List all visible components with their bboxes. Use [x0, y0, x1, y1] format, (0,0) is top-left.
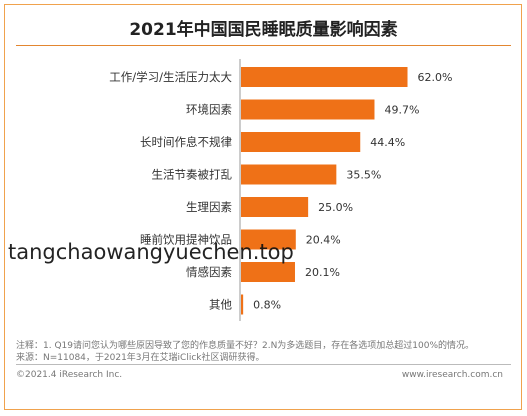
value-label: 20.1% — [305, 266, 340, 279]
value-label: 20.4% — [306, 234, 341, 247]
category-label: 生活节奏被打乱 — [152, 168, 233, 182]
bar-chart: 工作/学习/生活压力太大 62.0% 环境因素 49.7% 长时间作息不规律 44.4% 生… — [109, 59, 452, 321]
value-label: 44.4% — [370, 136, 405, 149]
website-link[interactable]: www.iresearch.com.cn — [401, 370, 503, 380]
value-label: 35.5% — [346, 169, 381, 182]
category-label: 其他 — [209, 298, 232, 312]
bar — [241, 262, 295, 282]
watermark-text: tangchaowangyuechen.top — [8, 240, 294, 264]
chart-frame — [4, 4, 522, 410]
bar — [241, 132, 361, 152]
category-label: 情感因素 — [186, 265, 232, 279]
category-label: 生理因素 — [186, 200, 232, 214]
chart-source: 来源：N=11084，于2021年3月在艾瑞iClick社区调研获得。 — [16, 353, 265, 363]
bar — [241, 294, 244, 315]
bars-layer: 工作/学习/生活压力太大 62.0% 环境因素 49.7% 长时间作息不规律 44.4% 生… — [109, 67, 452, 315]
category-label: 工作/学习/生活压力太大 — [109, 70, 232, 84]
footer-divider — [16, 364, 511, 365]
value-label: 0.8% — [253, 299, 281, 312]
value-label: 49.7% — [384, 104, 419, 117]
chart-note: 注释：1. Q19请问您认为哪些原因导致了您的作息质量不好？2.N为多选题目，存… — [16, 341, 475, 351]
bar — [241, 197, 309, 217]
value-label: 62.0% — [418, 71, 453, 84]
bar — [241, 99, 375, 120]
copyright-text: ©2021.4 iResearch Inc. — [16, 370, 123, 380]
category-label: 长时间作息不规律 — [140, 135, 232, 149]
bar — [241, 229, 296, 250]
title-divider — [16, 45, 511, 46]
bar — [241, 164, 337, 185]
category-label: 睡前饮用提神饮品 — [140, 233, 232, 247]
category-label: 环境因素 — [186, 103, 232, 117]
bar — [241, 67, 408, 87]
value-label: 25.0% — [318, 201, 353, 214]
chart-title: 2021年中国国民睡眠质量影响因素 — [129, 20, 398, 40]
